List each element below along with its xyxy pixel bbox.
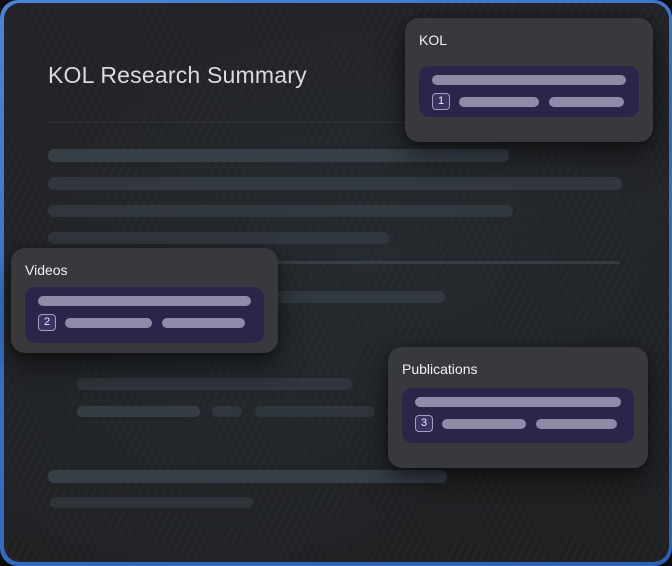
- placeholder-bar: [432, 75, 626, 85]
- placeholder-row: 3: [415, 415, 621, 432]
- skeleton-line: [48, 232, 389, 244]
- title-divider: [48, 122, 648, 123]
- step-badge: 2: [38, 314, 56, 331]
- skeleton-line: [48, 149, 509, 162]
- step-badge: 3: [415, 415, 433, 432]
- step-badge: 1: [432, 93, 450, 110]
- skeleton-line: [48, 470, 447, 483]
- skeleton-line: [212, 406, 242, 417]
- publications-card-label: Publications: [402, 361, 478, 377]
- placeholder-bar: [442, 418, 527, 429]
- kol-card[interactable]: KOL 1: [405, 18, 653, 142]
- placeholder-bar: [548, 96, 625, 107]
- skeleton-line: [77, 378, 352, 390]
- placeholder-row: 2: [38, 314, 251, 331]
- videos-highlight-panel: 2: [25, 287, 264, 343]
- skeleton-line: [48, 177, 622, 190]
- page-title: KOL Research Summary: [48, 62, 307, 88]
- skeleton-line: [77, 406, 200, 417]
- placeholder-bar: [536, 418, 617, 429]
- placeholder-bar: [38, 296, 251, 306]
- skeleton-line: [48, 205, 513, 217]
- skeleton-line: [50, 497, 253, 508]
- placeholder-bar: [415, 397, 621, 407]
- videos-card[interactable]: Videos 2: [11, 248, 278, 353]
- kol-highlight-panel: 1: [419, 66, 639, 117]
- skeleton-line: [255, 406, 375, 417]
- videos-card-label: Videos: [25, 262, 68, 278]
- placeholder-bar: [65, 317, 153, 328]
- placeholder-row: 1: [432, 93, 626, 110]
- placeholder-bar: [162, 317, 246, 328]
- publications-card[interactable]: Publications 3: [388, 347, 648, 468]
- publications-highlight-panel: 3: [402, 388, 634, 443]
- kol-card-label: KOL: [419, 32, 448, 48]
- placeholder-bar: [459, 96, 539, 107]
- skeleton-divider-line: [48, 261, 620, 264]
